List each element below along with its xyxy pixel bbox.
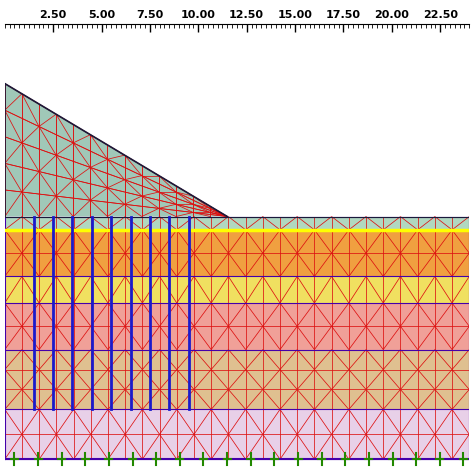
Bar	[5, 217, 469, 230]
Polygon shape	[5, 83, 228, 217]
Bar	[5, 276, 469, 303]
Bar	[5, 410, 469, 459]
Bar	[5, 349, 469, 410]
Bar	[5, 230, 469, 276]
Bar	[5, 303, 469, 349]
